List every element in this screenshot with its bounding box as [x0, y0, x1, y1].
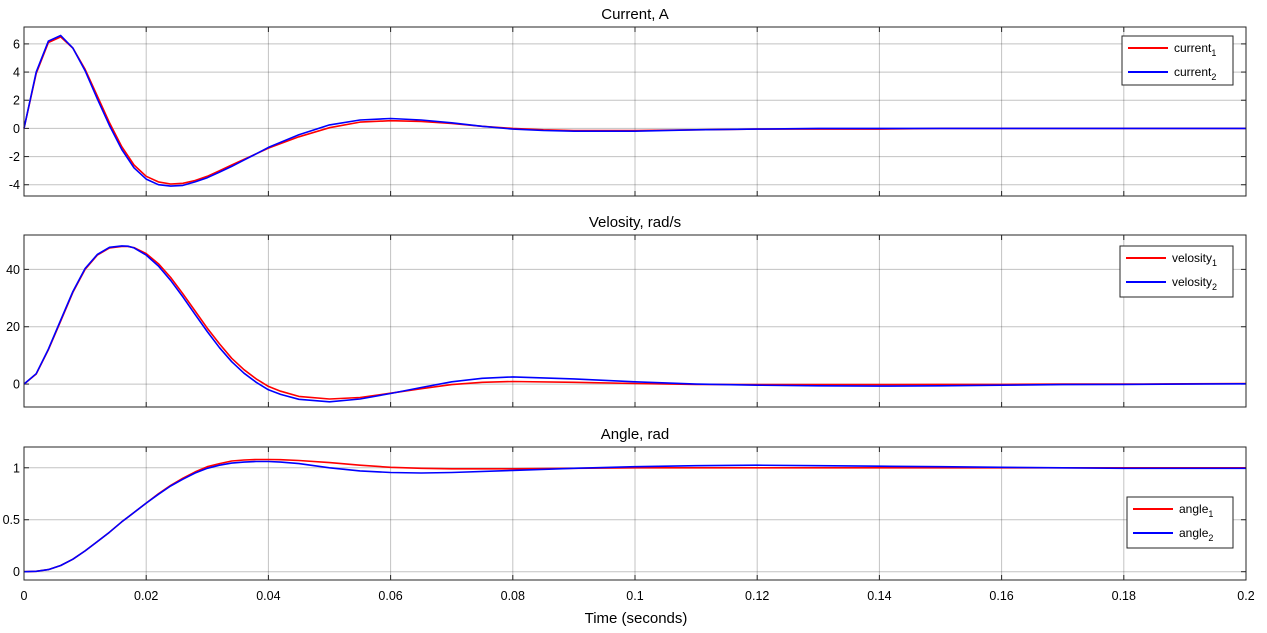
legend-entry: angle1 — [1179, 502, 1213, 519]
legend-entry: current1 — [1174, 41, 1216, 58]
y-tick-label: 0 — [13, 565, 20, 579]
x-tick-label: 0.12 — [745, 589, 769, 603]
series-line-angle-2 — [23, 460, 1246, 573]
series-line-velosity-2 — [23, 245, 1247, 403]
axes-box — [23, 234, 1247, 408]
x-axis-label: Time (seconds) — [585, 610, 688, 627]
x-tick-label: 0.06 — [378, 589, 402, 603]
subplot-2: 0 20 40 Velosity, rad/s velosity1 velosity2 — [6, 214, 1247, 408]
plot-area — [24, 235, 1246, 407]
x-tick-label: 0.18 — [1112, 589, 1136, 603]
legend: velosity1 velosity2 — [1119, 245, 1234, 298]
legend-box — [1121, 35, 1234, 86]
legend: current1 current2 — [1121, 35, 1234, 86]
y-tick-label: 0 — [13, 122, 20, 136]
subplot-title: Current, A — [601, 6, 669, 23]
legend-entry: velosity1 — [1172, 251, 1217, 268]
legend-entry: angle2 — [1179, 526, 1213, 543]
y-tick-label: 4 — [13, 66, 20, 80]
x-tick-label: 0.08 — [501, 589, 525, 603]
plot-area — [24, 447, 1246, 580]
y-tick-label: 20 — [6, 320, 20, 334]
x-tick-label: 0.02 — [134, 589, 158, 603]
legend-entry: velosity2 — [1172, 275, 1217, 292]
legend: angle1 angle2 — [1126, 496, 1234, 549]
x-tick-label: 0.2 — [1237, 589, 1254, 603]
subplot-title: Velosity, rad/s — [589, 214, 681, 231]
y-tick-label: 6 — [13, 37, 20, 51]
y-tick-label: -4 — [9, 178, 20, 192]
y-tick-label: 40 — [6, 263, 20, 277]
y-tick-label: -2 — [9, 150, 20, 164]
x-tick-label: 0.16 — [989, 589, 1013, 603]
x-tick-label: 0 — [21, 589, 28, 603]
axes-box — [23, 26, 1247, 197]
axes-box — [23, 446, 1247, 581]
y-tick-label: 0.5 — [3, 513, 20, 527]
x-tick-label: 0.1 — [626, 589, 643, 603]
y-tick-label: 0 — [13, 378, 20, 392]
legend-entry: current2 — [1174, 65, 1216, 82]
y-tick-label: 1 — [13, 461, 20, 475]
legend-box — [1126, 496, 1234, 549]
subplot-1: -4 -2 0 2 4 6 Current, A current1 current2 — [9, 6, 1247, 197]
y-tick-label: 2 — [13, 94, 20, 108]
series-line-current-2 — [23, 34, 1246, 187]
x-tick-label: 0.04 — [256, 589, 280, 603]
x-tick-label: 0.14 — [867, 589, 891, 603]
legend-box — [1119, 245, 1234, 298]
subplot-3: 0 0.02 0.04 0.06 0.08 0.1 0.12 0.14 0.16 0.18 0.2 0… — [3, 426, 1255, 603]
subplot-title: Angle, rad — [601, 426, 669, 443]
